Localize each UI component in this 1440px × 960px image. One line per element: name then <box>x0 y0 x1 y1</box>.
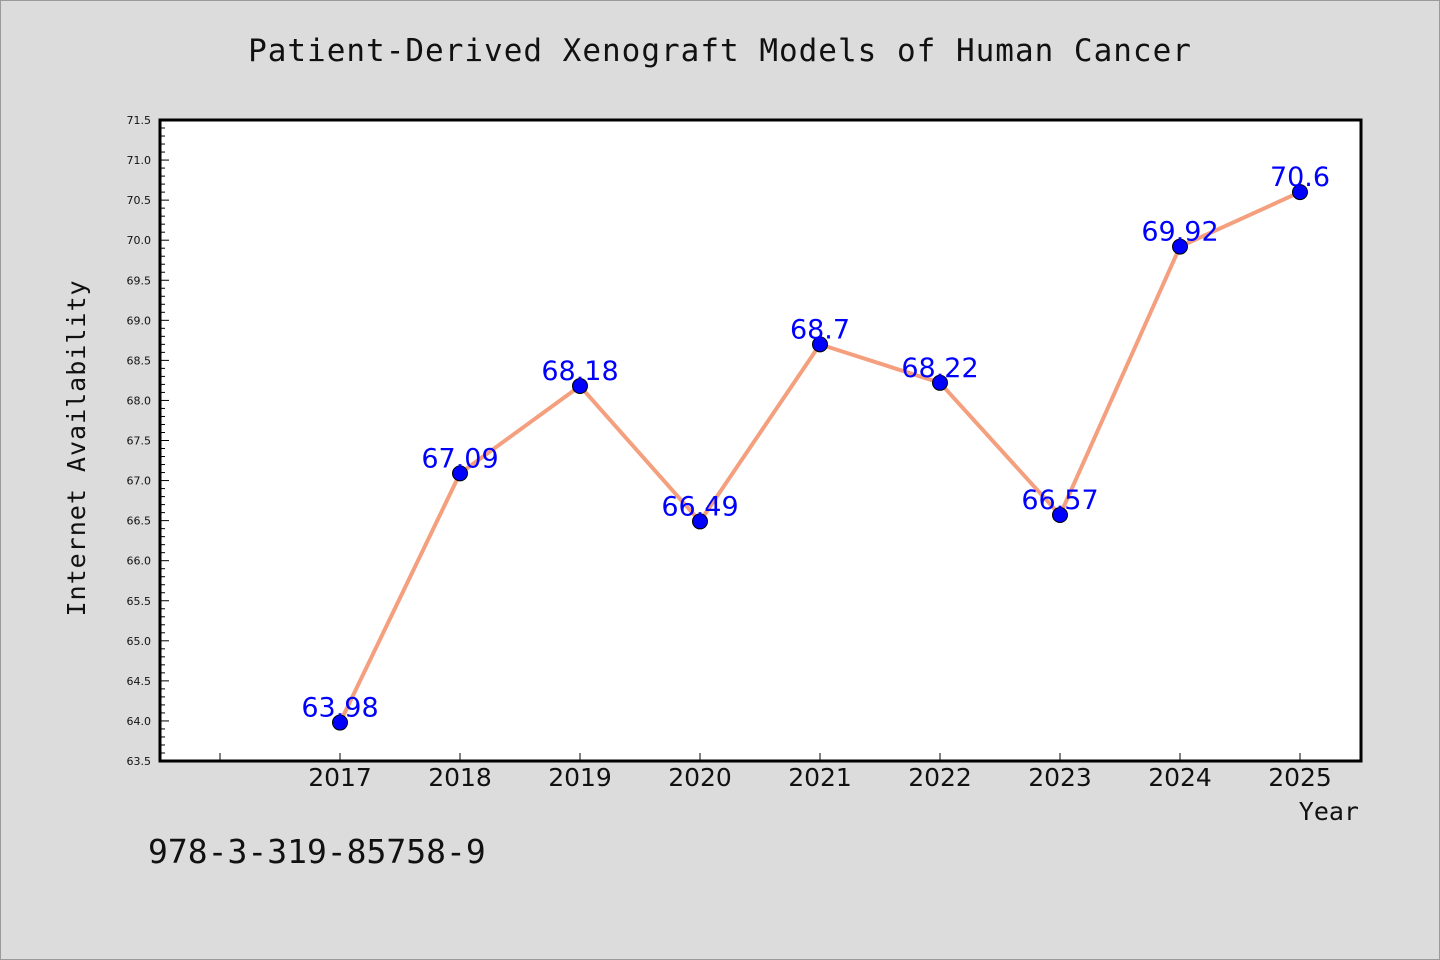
x-tick-label: 2017 <box>308 763 372 792</box>
y-tick-label: 68.5 <box>127 354 152 367</box>
data-label: 67.09 <box>421 443 498 474</box>
data-point <box>452 465 468 482</box>
plot-border <box>158 118 1363 763</box>
y-tick-label: 71.5 <box>127 114 152 127</box>
y-tick-label: 69.5 <box>127 274 152 287</box>
data-label: 66.57 <box>1021 485 1098 516</box>
y-tick-label: 70.5 <box>127 194 152 207</box>
data-point <box>692 513 708 530</box>
x-tick-label: 2025 <box>1268 763 1332 792</box>
data-point <box>572 378 588 395</box>
data-point <box>932 374 948 391</box>
y-tick-label: 71.0 <box>127 154 152 167</box>
data-label: 68.22 <box>901 353 978 384</box>
data-label: 70.6 <box>1270 162 1330 193</box>
x-tick-label: 2020 <box>668 763 732 792</box>
y-tick-label: 65.5 <box>127 595 152 608</box>
y-tick-label: 70.0 <box>127 234 152 247</box>
x-axis-label: Year <box>1299 797 1359 826</box>
x-tick-label: 2022 <box>908 763 972 792</box>
chart-title: Patient-Derived Xenograft Models of Huma… <box>248 33 1192 69</box>
data-label: 68.7 <box>790 314 850 345</box>
y-tick-label: 65.0 <box>127 635 152 648</box>
plot-area <box>160 120 1361 761</box>
y-tick-label: 64.0 <box>127 715 152 728</box>
y-tick-label: 67.0 <box>127 475 152 488</box>
y-tick-label: 69.0 <box>127 314 152 327</box>
y-tick-label: 68.0 <box>127 394 152 407</box>
data-label: 63.98 <box>301 693 378 724</box>
series-layer: 63.98 67.09 68.18 66.49 68.7 68.22 66.57 69.92 7… <box>301 162 1330 731</box>
x-tick-label: 2019 <box>548 763 612 792</box>
y-tick-label: 66.0 <box>127 555 152 568</box>
isbn-footnote: 978-3-319-85758-9 <box>148 832 486 871</box>
data-label: 69.92 <box>1141 217 1218 248</box>
y-tick-label: 66.5 <box>127 515 152 528</box>
y-tick-label: 63.5 <box>127 755 152 768</box>
data-label: 66.49 <box>661 491 738 522</box>
y-axis-label: Internet Availability <box>62 279 91 616</box>
data-point <box>332 714 348 731</box>
x-tick-label: 2023 <box>1028 763 1092 792</box>
x-tick-label: 2021 <box>788 763 852 792</box>
y-tick-label: 64.5 <box>127 675 152 688</box>
y-tick-label: 67.5 <box>127 435 152 448</box>
data-point <box>1292 184 1308 201</box>
x-tick-label: 2024 <box>1148 763 1212 792</box>
data-point <box>812 336 828 353</box>
data-label: 68.18 <box>541 356 618 387</box>
data-point <box>1172 238 1188 255</box>
data-point <box>1052 507 1068 524</box>
x-tick-label: 2018 <box>428 763 492 792</box>
